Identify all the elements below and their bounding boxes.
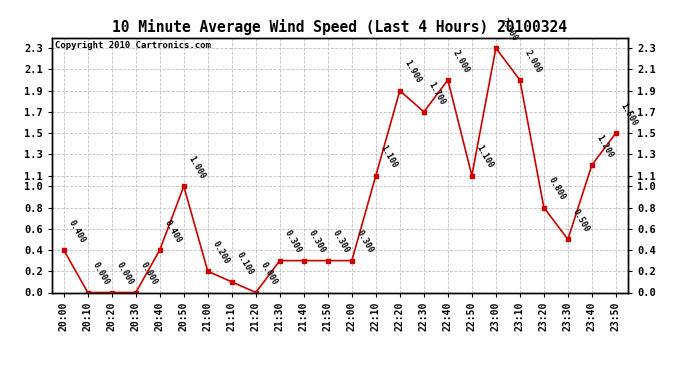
Title: 10 Minute Average Wind Speed (Last 4 Hours) 20100324: 10 Minute Average Wind Speed (Last 4 Hou… bbox=[112, 19, 567, 35]
Text: 0.300: 0.300 bbox=[306, 229, 327, 255]
Text: 1.100: 1.100 bbox=[475, 144, 495, 170]
Text: 0.000: 0.000 bbox=[259, 261, 279, 287]
Text: 1.900: 1.900 bbox=[403, 59, 423, 85]
Text: 2.000: 2.000 bbox=[451, 48, 471, 75]
Text: 0.000: 0.000 bbox=[139, 261, 159, 287]
Text: 0.300: 0.300 bbox=[283, 229, 303, 255]
Text: 0.200: 0.200 bbox=[210, 240, 231, 266]
Text: 0.300: 0.300 bbox=[355, 229, 375, 255]
Text: 0.000: 0.000 bbox=[115, 261, 135, 287]
Text: 0.400: 0.400 bbox=[163, 218, 183, 244]
Text: 1.100: 1.100 bbox=[379, 144, 399, 170]
Text: 0.300: 0.300 bbox=[331, 229, 351, 255]
Text: 1.700: 1.700 bbox=[426, 80, 447, 106]
Text: 0.500: 0.500 bbox=[571, 208, 591, 234]
Text: 1.200: 1.200 bbox=[595, 133, 615, 159]
Text: 0.800: 0.800 bbox=[546, 176, 567, 202]
Text: 0.000: 0.000 bbox=[90, 261, 111, 287]
Text: 1.500: 1.500 bbox=[619, 101, 639, 128]
Text: 0.100: 0.100 bbox=[235, 250, 255, 276]
Text: 0.400: 0.400 bbox=[66, 218, 87, 244]
Text: Copyright 2010 Cartronics.com: Copyright 2010 Cartronics.com bbox=[55, 41, 210, 50]
Text: 2.300: 2.300 bbox=[499, 16, 519, 43]
Text: 2.000: 2.000 bbox=[522, 48, 543, 75]
Text: 1.000: 1.000 bbox=[186, 154, 207, 181]
